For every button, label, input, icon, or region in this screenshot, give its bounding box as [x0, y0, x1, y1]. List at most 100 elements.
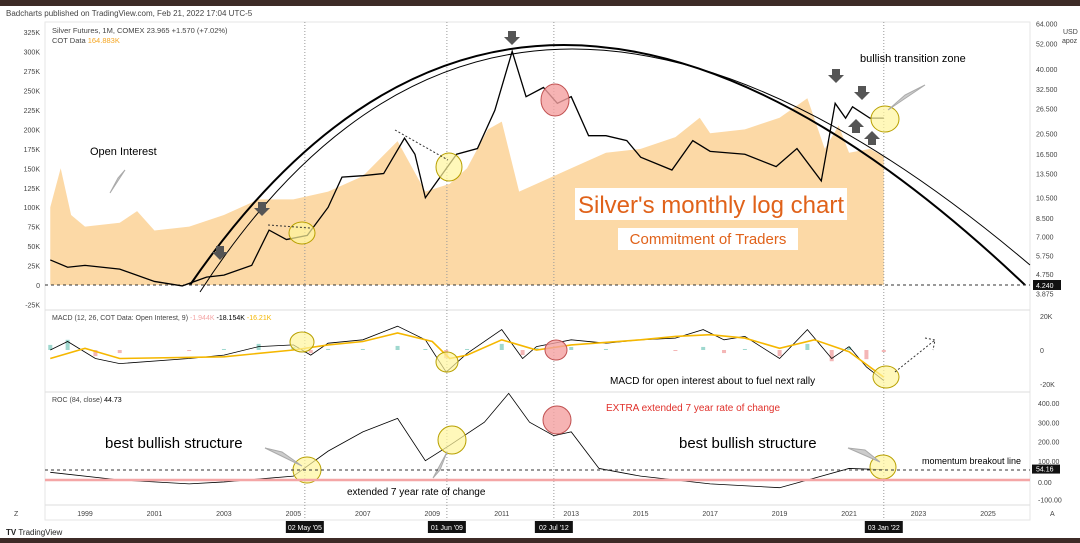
title-box	[575, 188, 847, 220]
highlight-circle-red	[540, 83, 570, 117]
auto-scale-a-button[interactable]: A	[1050, 511, 1055, 518]
tradingview-logo: TV TradingView	[6, 528, 63, 537]
x-tick-label: 2019	[772, 511, 788, 518]
x-tick-label: 2001	[147, 511, 163, 518]
x-tick-label: 2023	[911, 511, 927, 518]
oi-tick-label: 250K	[24, 89, 41, 96]
x-tick-label: 1999	[77, 511, 93, 518]
price-tick-label: 32.500	[1036, 87, 1058, 94]
arrow-up-icon	[848, 119, 864, 133]
date-highlight-box	[864, 521, 903, 533]
roc-tick-label: 400.00	[1038, 401, 1060, 408]
macd-histogram-bar	[117, 350, 122, 354]
price-tick-label: 13.500	[1036, 172, 1058, 179]
roc-label: ROC (84, close)	[52, 397, 102, 404]
macd-tick-label: -20K	[1040, 382, 1055, 389]
arrow-down-icon	[254, 202, 270, 216]
macd-histogram-bar	[701, 346, 706, 350]
auto-scale-z-button[interactable]: Z	[14, 511, 19, 518]
roc-tick-label: 200.00	[1038, 440, 1060, 447]
pointer-arrow-icon	[887, 84, 926, 111]
price-tick-label: 10.500	[1036, 196, 1058, 203]
highlight-circle	[870, 105, 900, 133]
date-highlight-label: 02 May '05	[288, 525, 322, 532]
macd-tick-label: 0	[1040, 348, 1044, 355]
annotation-extended: extended 7 year rate of change	[347, 487, 486, 498]
oi-tick-label: 300K	[24, 50, 41, 57]
arrow-down-icon	[828, 69, 844, 83]
bottom-border	[0, 538, 1080, 543]
price-marker-box	[1033, 280, 1061, 290]
oi-tick-label: 325K	[24, 30, 41, 37]
arrow-down-icon	[212, 246, 228, 260]
macd-histogram-bar	[864, 350, 869, 360]
roc-marker-box	[1032, 464, 1060, 474]
highlight-circle-red	[544, 339, 568, 361]
cot-label: COT Data	[52, 36, 86, 45]
macd-histogram-bar	[881, 350, 886, 353]
macd-hist-value: -1.944K	[190, 315, 215, 322]
macd-histogram-bar	[465, 348, 470, 350]
macd-histogram-bar	[534, 347, 539, 350]
oi-tick-label: 125K	[24, 186, 41, 193]
highlight-circle	[872, 365, 900, 389]
projection-arrow	[894, 337, 936, 373]
date-highlight-box	[534, 521, 573, 533]
price-tick-label: 4.750	[1036, 272, 1054, 279]
macd-histogram-bar	[360, 348, 365, 350]
roc-tick-label: 300.00	[1038, 420, 1060, 427]
roc-marker-label: 54.16	[1036, 467, 1054, 474]
oi-tick-label: 75K	[28, 225, 41, 232]
pointer-arrow-icon	[109, 169, 126, 194]
macd-signal-line	[50, 332, 885, 378]
highlight-circle	[435, 351, 459, 373]
highlight-circle-red	[542, 405, 572, 435]
pointer-arrow-icon	[432, 451, 448, 479]
macd-label: MACD (12, 26, COT Data: Open Interest, 9…	[52, 315, 188, 322]
macd-histogram-bar	[395, 345, 400, 350]
price-tick-label: 7.000	[1036, 235, 1054, 242]
annotation-subtitle: Commitment of Traders	[630, 231, 787, 248]
macd-line	[50, 325, 885, 381]
date-highlight-label: 03 Jan '22	[868, 525, 900, 532]
price-tick-label: 20.500	[1036, 131, 1058, 138]
annotation-transition: bullish transition zone	[860, 53, 966, 65]
annotation-extra-roc: EXTRA extended 7 year rate of change	[606, 403, 780, 414]
x-tick-label: 2015	[633, 511, 649, 518]
macd-histogram-bar	[777, 350, 782, 357]
price-change: +1.570 (+7.02%)	[172, 26, 228, 35]
annotation-open-interest: Open Interest	[90, 146, 157, 158]
x-tick-label: 2017	[702, 511, 718, 518]
macd-histogram-bar	[722, 350, 727, 354]
macd-histogram-bar	[805, 343, 810, 350]
macd-histogram-bar	[308, 350, 313, 354]
price-tick-label: 3.875	[1036, 292, 1054, 299]
oi-tick-label: -25K	[25, 302, 40, 309]
roc-tick-label: 0.00	[1038, 480, 1052, 487]
arrow-down-icon	[854, 86, 870, 100]
macd-histogram-bar	[847, 346, 852, 350]
oi-tick-label: 25K	[28, 264, 41, 271]
highlight-circle	[288, 221, 316, 245]
x-tick-label: 2005	[286, 511, 302, 518]
price-tick-label: 40.000	[1036, 67, 1058, 74]
x-tick-label: 2009	[425, 511, 441, 518]
x-tick-label: 2011	[494, 511, 509, 518]
highlight-circle	[435, 152, 463, 182]
macd-histogram-bar	[673, 350, 678, 352]
svg-text:MACD (12, 26, COT Data: Open I: MACD (12, 26, COT Data: Open Interest, 9…	[52, 315, 272, 322]
pointer-arrow-icon	[264, 447, 303, 467]
price-marker-label: 4.240	[1036, 283, 1054, 290]
oi-tick-label: 175K	[24, 147, 41, 154]
annotation-best-1: best bullish structure	[105, 435, 243, 452]
pointer-arrow-icon	[847, 447, 881, 463]
svg-text:ROC (84, close) 44.73: ROC (84, close) 44.73	[52, 397, 122, 404]
x-tick-label: 2003	[216, 511, 232, 518]
oi-tick-label: 200K	[24, 127, 41, 134]
oi-tick-label: 100K	[24, 205, 41, 212]
macd-histogram-bar	[93, 350, 98, 357]
macd-histogram-bar	[603, 348, 608, 350]
plot-frame	[44, 21, 1031, 521]
last-price: 23.965	[147, 26, 170, 35]
